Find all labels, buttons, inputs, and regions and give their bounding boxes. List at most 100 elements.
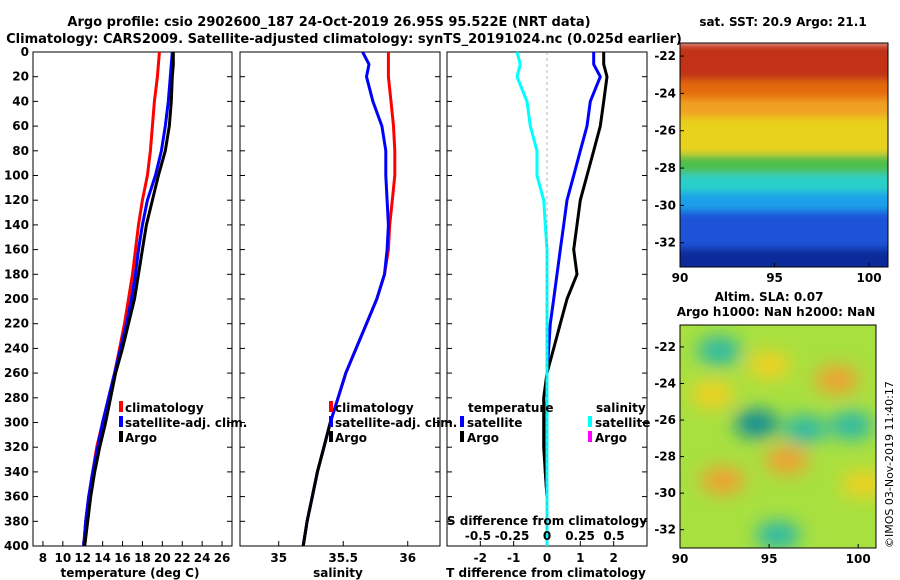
sla-eddy xyxy=(841,470,876,499)
temperature-chart: 0 20 40 60 80 100 120 140 160 180 200 220 240 260 280 3… xyxy=(4,45,232,565)
x-tick-label: -1 xyxy=(507,551,520,565)
map-y-tick-label: -32 xyxy=(654,236,676,250)
y-tick-label: 0 xyxy=(21,45,29,59)
map-x-tick-label: 95 xyxy=(766,271,783,285)
figure-title-line1: Argo profile: csio 2902600_187 24-Oct-20… xyxy=(67,15,590,30)
temperature-legend: climatology satellite-adj. clim. Argo xyxy=(119,401,247,445)
s-diff-tick-label: 0.25 xyxy=(565,529,595,543)
salinity-legend: climatology satellite-adj. clim. Argo xyxy=(329,401,457,445)
difference-legend-salinity: salinity satellite Argo xyxy=(588,401,650,445)
map-x-tick-label: 95 xyxy=(761,552,778,566)
x-tick-label: 8 xyxy=(39,551,47,565)
y-tick-label: 120 xyxy=(4,193,29,207)
map-y-tick-label: -28 xyxy=(654,161,676,175)
x-tick-label: 14 xyxy=(94,551,111,565)
y-tick-label: 40 xyxy=(12,94,29,108)
map-x-tick-label: 90 xyxy=(672,271,689,285)
x-tick-label: -2 xyxy=(474,551,487,565)
x-tick-label: 0 xyxy=(543,551,551,565)
map-y-tick-label: -30 xyxy=(654,198,676,212)
legend-swatch-sal-argo xyxy=(588,431,592,442)
map-y-tick-label: -32 xyxy=(654,523,676,537)
legend-label-argo: Argo xyxy=(125,431,157,445)
legend-swatch-climatology xyxy=(119,401,123,412)
salinity-x-label: salinity xyxy=(313,566,363,580)
sla-map-title-line2: Argo h1000: NaN h2000: NaN xyxy=(677,305,876,319)
y-tick-label: 280 xyxy=(4,391,29,405)
x-tick-label: 20 xyxy=(154,551,171,565)
imos-credit: ©IMOS 03-Nov-2019 11:40:17 xyxy=(883,381,896,548)
legend-swatch-argo xyxy=(329,431,333,442)
y-tick-label: 20 xyxy=(12,70,29,84)
legend-swatch-satellite xyxy=(119,416,123,427)
map-y-tick-label: -22 xyxy=(654,340,676,354)
sla-field xyxy=(680,325,876,548)
series-line-argo xyxy=(301,422,332,547)
map-y-tick-label: -28 xyxy=(654,450,676,464)
legend-swatch-sal-satellite xyxy=(588,416,592,427)
y-tick-label: 400 xyxy=(4,539,29,553)
map-y-tick-label: -24 xyxy=(654,86,676,100)
y-tick-label: 180 xyxy=(4,267,29,281)
x-tick-label: 26 xyxy=(214,551,231,565)
y-tick-label: 260 xyxy=(4,366,29,380)
x-tick-label: 16 xyxy=(114,551,131,565)
s-diff-tick-label: 0 xyxy=(543,529,551,543)
sla-eddy xyxy=(756,521,800,548)
map-x-tick-label: 100 xyxy=(857,271,882,285)
sst-map-title: sat. SST: 20.9 Argo: 21.1 xyxy=(699,15,866,29)
salinity-plot-area xyxy=(239,51,441,547)
difference-chart: -2 -1 0 1 2 xyxy=(447,51,647,565)
y-tick-label: 320 xyxy=(4,440,29,454)
y-tick-label: 240 xyxy=(4,341,29,355)
y-tick-label: 60 xyxy=(12,119,29,133)
map-y-tick-label: -26 xyxy=(654,124,676,138)
s-diff-tick-label: -0.5 xyxy=(465,529,491,543)
sla-map-title-line1: Altim. SLA: 0.07 xyxy=(715,290,824,304)
y-tick-label: 200 xyxy=(4,292,29,306)
sla-eddy xyxy=(747,351,792,380)
series-line-argo xyxy=(83,52,175,547)
sla-frame xyxy=(679,324,877,549)
y-tick-label: 340 xyxy=(4,465,29,479)
map-y-tick-label: -30 xyxy=(654,486,676,500)
legend-title-temperature: temperature xyxy=(468,401,553,415)
legend-swatch-satellite xyxy=(329,416,333,427)
series-line-temperature-argo xyxy=(542,52,609,546)
x-tick-label: 18 xyxy=(134,551,151,565)
sla-eddy xyxy=(734,409,779,438)
legend-title-salinity: salinity xyxy=(596,401,646,415)
legend-swatch-temp-satellite xyxy=(460,416,464,427)
x-tick-label: 35 xyxy=(270,551,287,565)
sla-eddy xyxy=(697,336,742,365)
x-tick-label: 24 xyxy=(194,551,211,565)
salinity-difference-axis-label: S difference from climatology xyxy=(447,514,647,528)
legend-swatch-argo xyxy=(119,431,123,442)
y-tick-label: 220 xyxy=(4,317,29,331)
salinity-difference-ticks: -0.5 -0.25 0 0.25 0.5 xyxy=(465,529,625,543)
legend-swatch-temp-argo xyxy=(460,431,464,442)
legend-label-temp-satellite: satellite xyxy=(467,416,522,430)
map-x-tick-label: 100 xyxy=(846,552,871,566)
difference-x-label: T difference from climatology xyxy=(446,566,646,580)
figure-title-line2: Climatology: CARS2009. Satellite-adjuste… xyxy=(6,32,682,47)
sst-band xyxy=(680,248,888,267)
x-tick-label: 36 xyxy=(399,551,416,565)
difference-legend-temperature: temperature satellite Argo xyxy=(460,401,553,445)
map-y-tick-label: -24 xyxy=(654,376,676,390)
sla-eddy xyxy=(829,411,874,440)
y-tick-label: 360 xyxy=(4,490,29,504)
s-diff-tick-label: -0.25 xyxy=(495,529,530,543)
legend-label-satellite: satellite-adj. clim. xyxy=(125,416,247,430)
x-tick-label: 12 xyxy=(74,551,91,565)
sla-eddy xyxy=(764,446,809,475)
x-tick-label: 1 xyxy=(576,551,584,565)
legend-label-temp-argo: Argo xyxy=(467,431,499,445)
sla-eddy xyxy=(700,466,745,495)
sla-field-blur xyxy=(690,336,876,548)
y-tick-label: 300 xyxy=(4,416,29,430)
sst-map: 90 95 100 -22 -24 -26 -28 -30 -32 xyxy=(654,42,889,285)
y-tick-label: 160 xyxy=(4,243,29,257)
legend-label-sal-argo: Argo xyxy=(595,431,627,445)
